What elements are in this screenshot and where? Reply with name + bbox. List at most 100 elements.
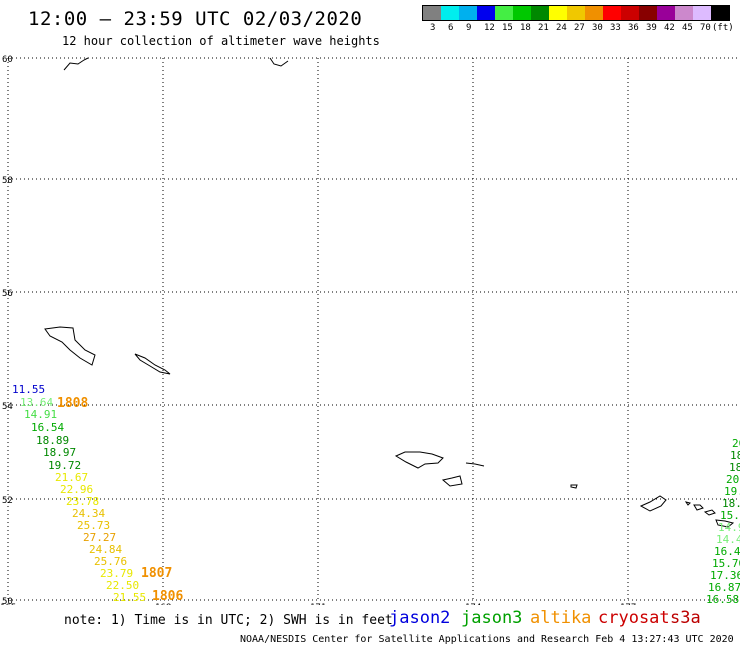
wave-height-label: 25.73 <box>77 519 110 532</box>
satellite-name: jason2 <box>389 608 451 628</box>
wave-height-label: 18.97 <box>43 446 76 459</box>
wave-height-label: 20 <box>726 473 739 486</box>
credit-line: NOAA/NESDIS Center for Satellite Applica… <box>240 634 734 645</box>
coast-north-2 <box>269 57 289 67</box>
lon-label: 171 <box>310 603 326 605</box>
legend-swatch <box>639 6 657 20</box>
lat-label: 56 <box>2 289 13 299</box>
legend-label: 6 <box>448 23 454 33</box>
wave-height-label: 20 <box>732 437 740 450</box>
wave-height-label: 14.4 <box>716 533 740 546</box>
wave-height-label: 18.6 <box>722 497 740 510</box>
wave-height-label: 22.96 <box>60 483 93 496</box>
lat-label: 54 <box>2 402 13 412</box>
lon-label: 165 <box>0 603 16 605</box>
satellite-name: jason3 <box>461 608 523 628</box>
color-scale-legend <box>422 5 730 21</box>
legend-swatch <box>477 6 495 20</box>
axis-labels: 60 58 56 54 52 50165 168 171 174 177 <box>0 55 636 605</box>
legend-swatch <box>621 6 639 20</box>
coast-medny-island <box>134 353 171 375</box>
pass-time-label: 1808 <box>57 396 88 411</box>
coast-near-islands-3 <box>441 475 463 487</box>
wave-height-label: 16.58 <box>706 593 739 605</box>
wave-height-label: 16.40 <box>714 545 740 558</box>
wave-height-label: 21.55 <box>113 591 146 604</box>
legend-swatch <box>495 6 513 20</box>
coast-rat-islands-2 <box>684 501 691 506</box>
lon-label: 177 <box>620 603 636 605</box>
wave-height-label: 11.55 <box>12 383 45 396</box>
legend-swatch <box>657 6 675 20</box>
wave-height-label: 15.5 <box>720 509 740 522</box>
legend-label: 24 <box>556 23 567 33</box>
coast-rat-islands-3 <box>693 504 704 511</box>
pass-time-label: 1807 <box>141 566 172 581</box>
coast-near-islands-1 <box>394 451 444 469</box>
map-subtitle: 12 hour collection of altimeter wave hei… <box>62 34 380 48</box>
wave-height-label: 14.9 <box>718 521 740 534</box>
legend-label: 27 <box>574 23 585 33</box>
coast-rat-islands-5 <box>715 519 735 528</box>
coast-rat-islands-1 <box>639 495 667 512</box>
legend-swatch <box>513 6 531 20</box>
wave-height-label: 23.78 <box>66 495 99 508</box>
legend-label: 12 <box>484 23 495 33</box>
wave-height-label: 13.64 <box>20 396 53 409</box>
track-west: 11.5513.6414.9116.5418.8918.9719.7221.67… <box>12 383 146 604</box>
legend-swatch <box>531 6 549 20</box>
legend-label: 21 <box>538 23 549 33</box>
legend-label: (ft) <box>712 23 734 33</box>
footer-note: note: 1) Time is in UTC; 2) SWH is in fe… <box>64 613 393 628</box>
track-times: 1808 1807 1806 <box>57 396 183 604</box>
legend-swatch <box>585 6 603 20</box>
legend-label: 39 <box>646 23 657 33</box>
legend-label: 45 <box>682 23 693 33</box>
legend-label: 9 <box>466 23 472 33</box>
legend-swatch <box>693 6 711 20</box>
legend-label: 70 <box>700 23 711 33</box>
wave-height-label: 19.72 <box>48 459 81 472</box>
map-title: 12:00 – 23:59 UTC 02/03/2020 <box>28 8 363 30</box>
lat-label: 52 <box>2 496 13 506</box>
coast-commander-island <box>44 326 96 366</box>
wave-height-label: 21.67 <box>55 471 88 484</box>
wave-height-label: 22.50 <box>106 579 139 592</box>
wave-height-label: 19. <box>724 485 740 498</box>
wave-height-label: 23.79 <box>100 567 133 580</box>
legend-swatch <box>711 6 729 20</box>
altimeter-map: 605856545250165168171174177 11.5513.6414… <box>0 55 740 605</box>
satellite-name: altika <box>530 608 592 628</box>
lon-label: 174 <box>465 603 481 605</box>
legend-swatch <box>423 6 441 20</box>
lat-label: 50 <box>2 597 13 605</box>
wave-height-label: 14.91 <box>24 408 57 421</box>
legend-label: 36 <box>628 23 639 33</box>
lon-label: 168 <box>155 603 171 605</box>
wave-height-label: 18.89 <box>36 434 69 447</box>
legend-label: 15 <box>502 23 513 33</box>
legend-label: 18 <box>520 23 531 33</box>
legend-swatch <box>603 6 621 20</box>
legend-swatch <box>441 6 459 20</box>
coast-north-1 <box>63 57 89 71</box>
legend-label: 3 <box>430 23 436 33</box>
coast-rat-islands-4 <box>703 509 716 516</box>
lat-label: 60 <box>2 55 13 65</box>
legend-swatch <box>567 6 585 20</box>
coast-rat-islet <box>570 484 578 489</box>
coastlines <box>44 57 735 528</box>
coast-near-islands-2 <box>465 462 485 467</box>
wave-height-label: 18 <box>730 449 740 462</box>
legend-label: 30 <box>592 23 603 33</box>
legend-label: 33 <box>610 23 621 33</box>
wave-height-label: 16.54 <box>31 421 64 434</box>
legend-swatch <box>675 6 693 20</box>
pass-time-label: 1806 <box>152 589 183 604</box>
legend-label: 42 <box>664 23 675 33</box>
wave-height-label: 25.76 <box>94 555 127 568</box>
lat-label: 58 <box>2 176 13 186</box>
legend-swatch <box>549 6 567 20</box>
satellite-name: cryosat <box>598 608 670 628</box>
wave-height-label: 24.34 <box>72 507 105 520</box>
